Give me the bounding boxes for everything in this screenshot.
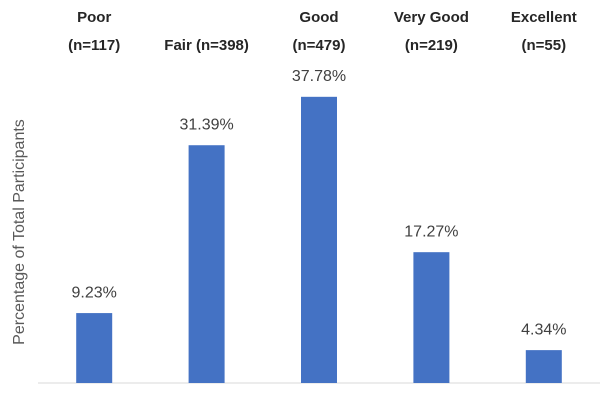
category-label: Poor [77,9,111,26]
value-label: 37.78% [292,68,346,85]
category-label: (n=117) [68,37,120,54]
y-axis-label: Percentage of Total Participants [11,119,28,345]
bar [76,313,113,383]
bar [525,350,562,383]
bar [413,252,450,383]
category-label: Excellent [511,9,577,26]
category-label: Good [299,9,338,26]
category-label: (n=219) [405,37,458,54]
category-label: (n=479) [293,37,346,54]
bar [301,96,337,383]
value-label: 17.27% [404,223,458,240]
category-label: (n=55) [521,37,566,54]
value-label: 31.39% [179,116,233,133]
category-label: Very Good [394,9,469,26]
value-label: 9.23% [72,284,117,301]
category-label: Fair (n=398) [164,37,249,54]
value-label: 4.34% [521,321,566,338]
bar [188,145,225,383]
